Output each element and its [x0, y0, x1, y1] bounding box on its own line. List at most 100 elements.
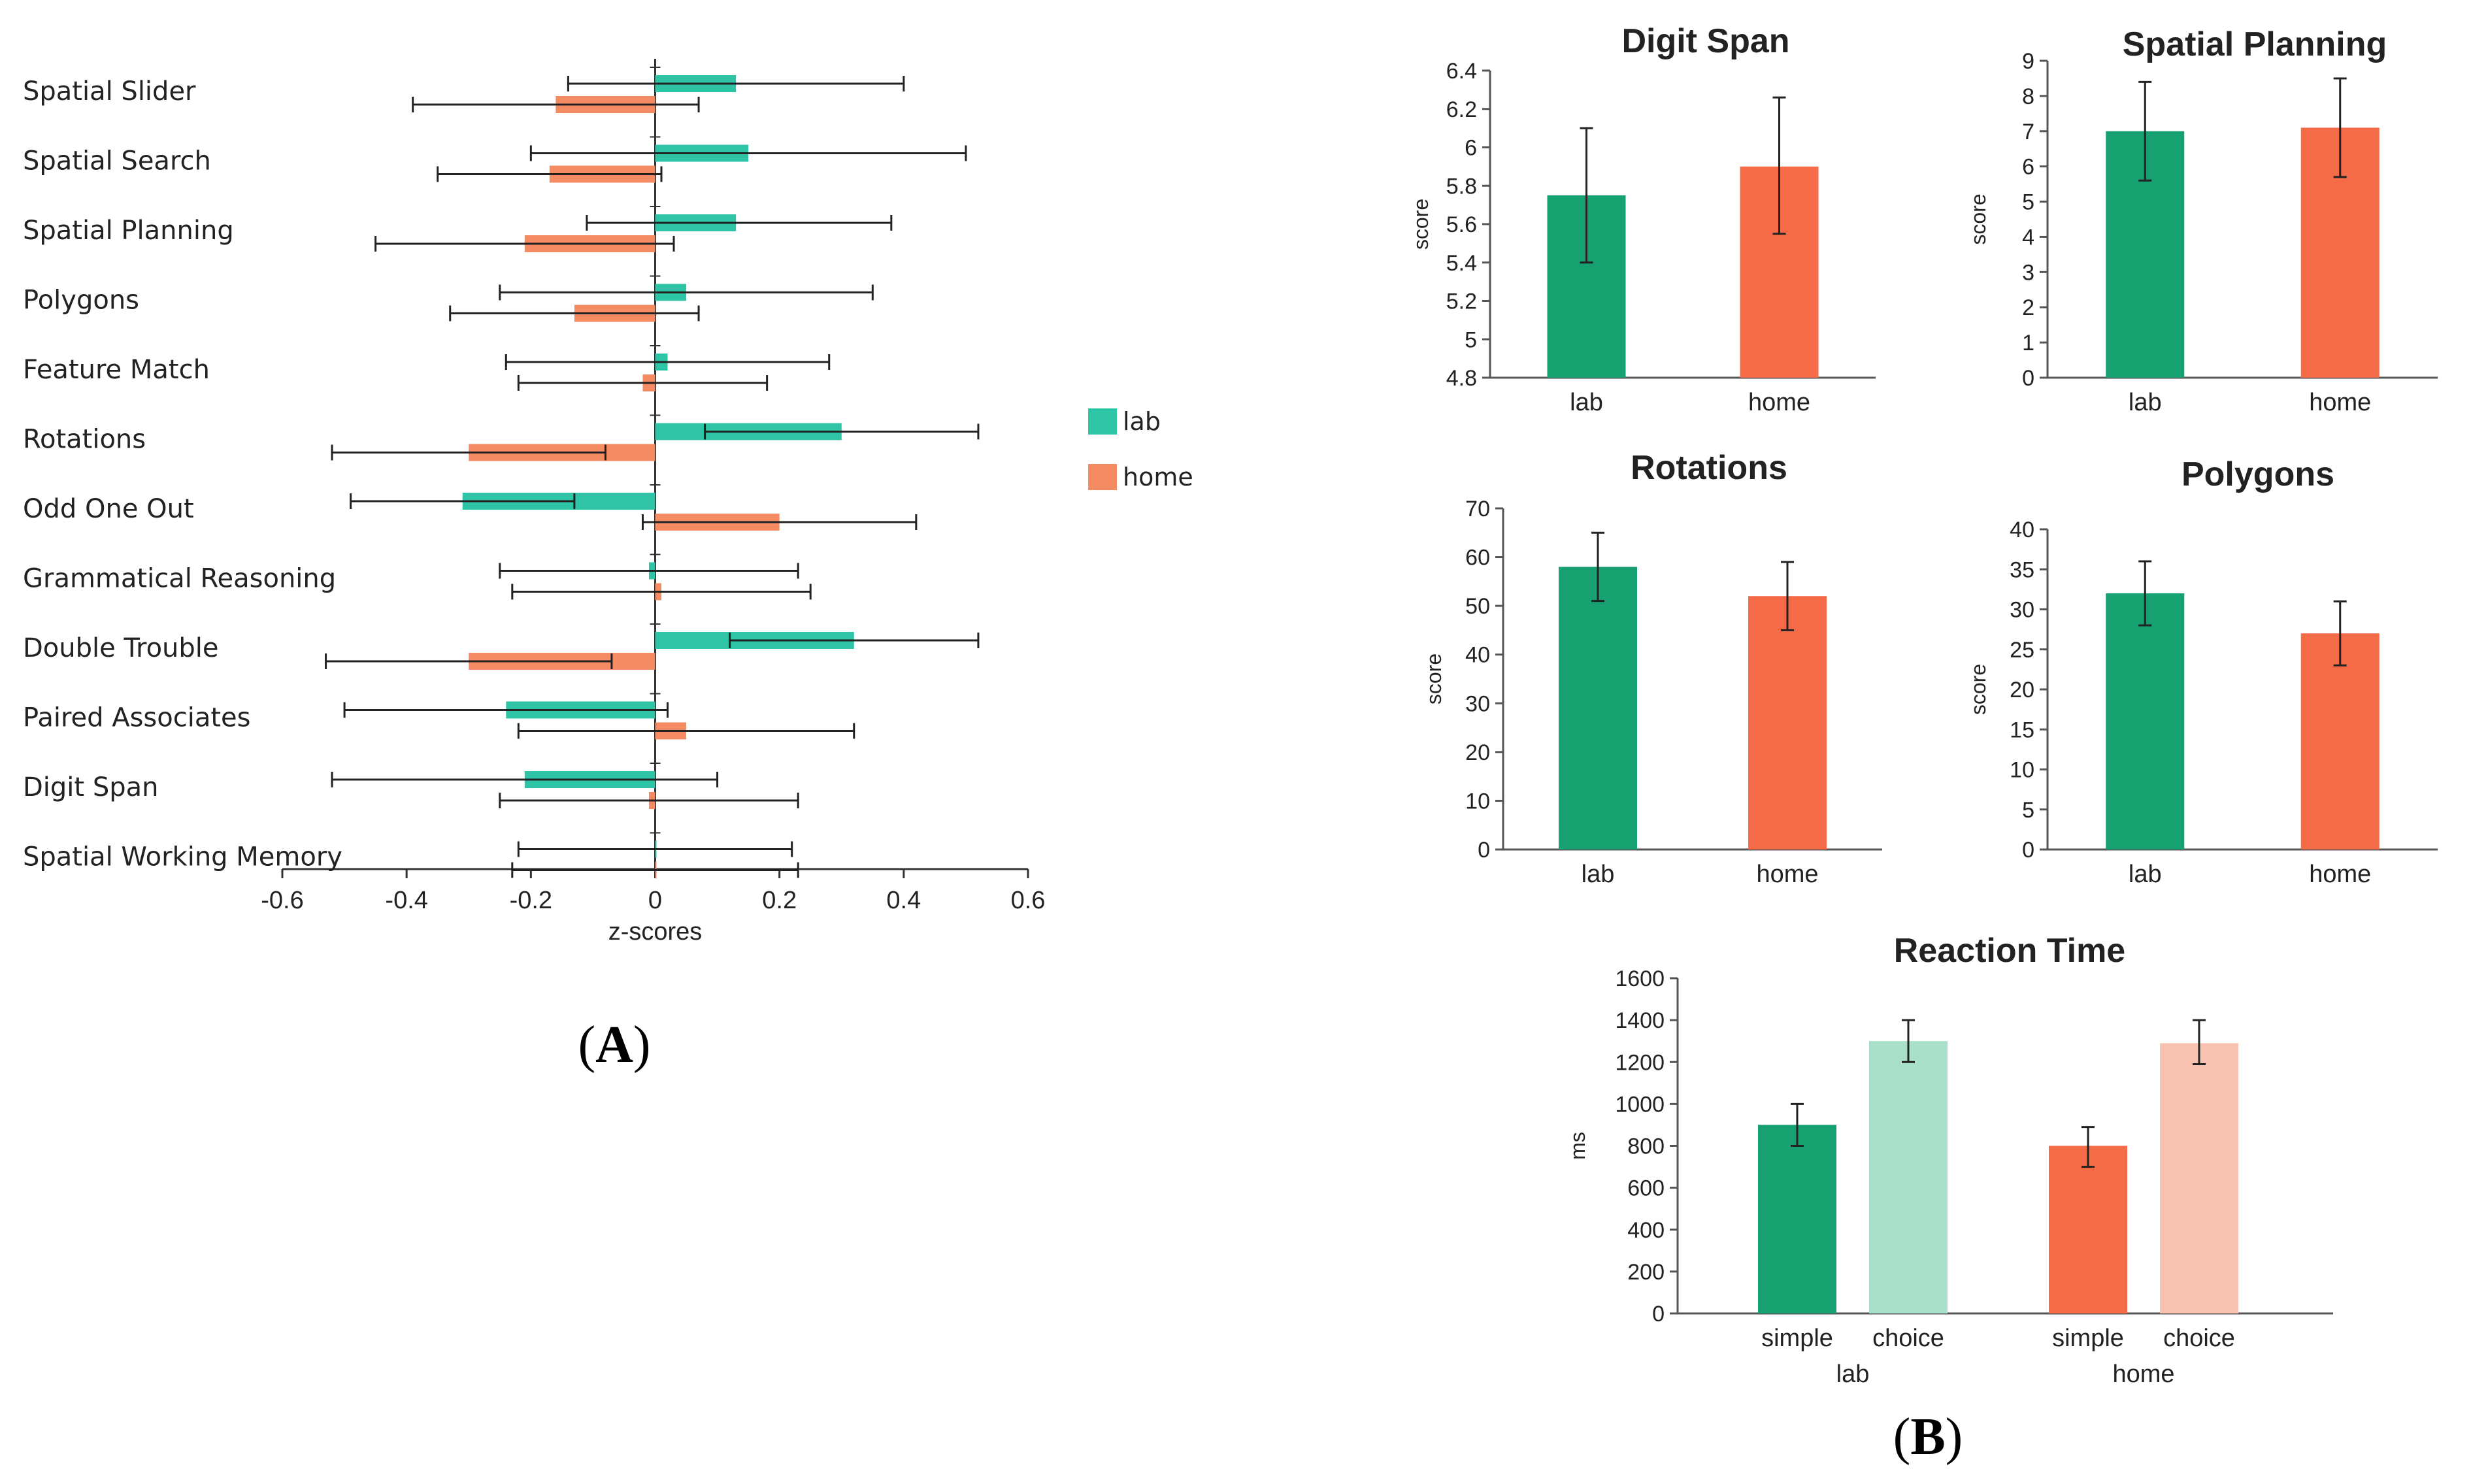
x-tick-label: -0.2: [510, 887, 552, 914]
x-tick-label: 0.4: [886, 887, 921, 914]
x-subcategory-label: simple: [1761, 1325, 1833, 1352]
legend: lab home: [1088, 407, 1193, 491]
chart-title: Reaction Time: [1894, 932, 2125, 970]
x-tick-label: home: [2309, 861, 2371, 888]
x-group-label: home: [2112, 1360, 2174, 1388]
error-bar-home: [331, 444, 606, 461]
bar-home: [2300, 633, 2380, 849]
error-bar-home: [374, 236, 675, 252]
y-tick-label: 5.6: [1446, 212, 1477, 237]
y-tick-label: 25: [2010, 638, 2034, 663]
x-subcategory-label: choice: [1872, 1325, 1944, 1352]
x-tick-label: 0.6: [1011, 887, 1046, 914]
y-axis-title: score: [1409, 199, 1433, 250]
bar-home-choice: [2160, 1043, 2238, 1313]
y-tick-label: 1200: [1615, 1050, 1665, 1075]
error-bar-home: [511, 862, 799, 878]
chart-title: Polygons: [2181, 455, 2334, 493]
error-bar-lab: [343, 702, 669, 718]
error-bar-lab: [729, 633, 980, 648]
category-label: Feature Match: [23, 355, 210, 385]
x-tick-label: -0.4: [385, 887, 427, 914]
category-label: Spatial Search: [23, 146, 211, 176]
error-bar-lab: [350, 493, 576, 509]
error-bar-home: [437, 166, 663, 182]
error-bar-lab: [704, 423, 980, 440]
error-bar-lab-choice: [1902, 1019, 1915, 1063]
y-tick-label: 6.4: [1446, 59, 1477, 84]
x-tick-label: 0: [648, 887, 662, 914]
chart-rotations: Rotations score 0 10 20 30 40 50 60 70 lab home: [1422, 449, 1882, 888]
y-tick-label: 0: [1478, 838, 1490, 863]
legend-swatch-lab: [1088, 408, 1117, 435]
x-tick-label: lab: [1582, 861, 1615, 888]
y-tick-label: 1000: [1615, 1092, 1665, 1117]
error-bar-home: [412, 97, 700, 112]
y-tick-label: 40: [1465, 643, 1490, 668]
x-tick-label: 0.2: [762, 887, 797, 914]
y-tick-label: 5.4: [1446, 251, 1477, 276]
bar-lab-simple: [1758, 1125, 1836, 1313]
y-tick-label: 0: [1652, 1302, 1665, 1327]
chart-polygons: Polygons score 0 5 10 15 20 25 30 35 40 lab home: [1966, 455, 2438, 888]
error-bar-home-choice: [2193, 1019, 2206, 1065]
x-tick-label: -0.6: [261, 887, 303, 914]
error-bar-lab: [331, 772, 719, 787]
y-axis-title: score: [1966, 193, 1990, 244]
y-tick-label: 5: [1465, 327, 1477, 352]
panel-label-a: (A): [578, 1016, 650, 1074]
y-tick-label: 20: [2010, 678, 2034, 702]
bar-lab: [2106, 593, 2185, 849]
y-tick-label: 400: [1627, 1218, 1665, 1243]
bar-home-simple: [2049, 1146, 2127, 1313]
y-tick-label: 40: [2010, 518, 2034, 542]
category-label: Paired Associates: [23, 703, 251, 733]
error-bar-home: [499, 793, 799, 808]
category-label: Rotations: [23, 425, 146, 455]
category-label: Polygons: [23, 286, 139, 316]
y-tick-label: 5: [2022, 798, 2034, 823]
y-tick-label: 1: [2022, 331, 2034, 355]
y-tick-label: 6: [1465, 136, 1477, 161]
error-bar-lab: [586, 215, 893, 231]
y-tick-label: 60: [1465, 546, 1490, 570]
chart-spatial-planning: Spatial Planning score 0 1 2 3 4 5 6 7 8 9 lab home: [1966, 25, 2438, 416]
x-tick-label: lab: [1570, 389, 1603, 416]
y-tick-label: 0: [2022, 366, 2034, 391]
x-tick-label: home: [1748, 389, 1810, 416]
error-bar-home: [1772, 96, 1786, 235]
y-tick-label: 5.2: [1446, 289, 1477, 314]
panel-label-b: (B): [1893, 1408, 1963, 1466]
error-bar-home: [449, 305, 700, 322]
y-tick-label: 7: [2022, 120, 2034, 144]
y-tick-label: 5: [2022, 190, 2034, 215]
error-bar-lab: [1591, 531, 1604, 602]
error-bar-lab: [2138, 80, 2152, 182]
x-tick-label: home: [2309, 389, 2371, 416]
error-bar-home: [2333, 600, 2347, 667]
category-label: Odd One Out: [23, 494, 194, 524]
y-tick-label: 800: [1627, 1134, 1665, 1159]
y-tick-label: 9: [2022, 49, 2034, 74]
error-bar-lab: [499, 563, 799, 579]
error-bar-home: [511, 584, 812, 600]
bar-lab-choice: [1869, 1041, 1948, 1313]
y-tick-label: 35: [2010, 557, 2034, 582]
legend-label-lab: lab: [1123, 407, 1161, 436]
error-bar-home: [2333, 77, 2347, 178]
error-bar-lab: [529, 145, 967, 161]
y-tick-label: 1400: [1615, 1008, 1665, 1033]
x-axis-title: z-scores: [608, 918, 703, 946]
y-tick-label: 50: [1465, 594, 1490, 619]
category-label: Double Trouble: [23, 633, 219, 663]
chart-digit-span: Digit Span score 4.8 5 5.2 5.4 5.6 5.8 6 6.2 6.4 la…: [1409, 22, 1876, 416]
y-tick-label: 600: [1627, 1176, 1665, 1201]
error-bar-home: [517, 723, 855, 739]
error-bar-home: [641, 514, 918, 530]
bar-lab: [1559, 567, 1637, 849]
x-tick-label: lab: [2129, 861, 2162, 888]
y-tick-label: 3: [2022, 260, 2034, 285]
y-tick-label: 6: [2022, 155, 2034, 180]
category-label: Digit Span: [23, 772, 158, 802]
bar-home: [1748, 596, 1827, 849]
